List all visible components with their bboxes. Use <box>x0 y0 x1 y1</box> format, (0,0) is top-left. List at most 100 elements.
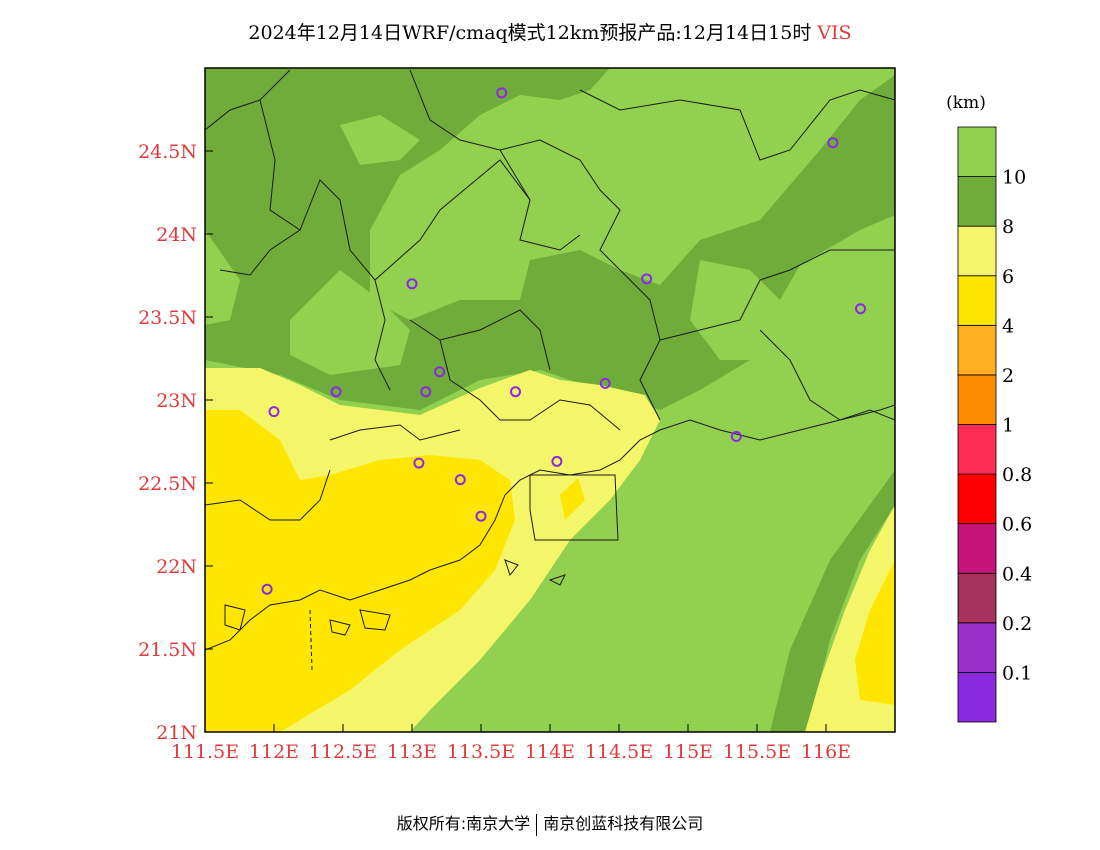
y-tick-label: 21N <box>156 722 197 744</box>
y-tick-label: 23N <box>156 390 197 412</box>
x-tick-label: 115.5E <box>723 741 791 763</box>
station-marker <box>420 386 432 398</box>
x-tick-label: 111.5E <box>171 741 239 763</box>
coast-island <box>548 574 566 586</box>
x-tick-label: 113.5E <box>447 741 515 763</box>
county-border <box>259 99 391 391</box>
map-title: 2024年12月14日WRF/cmaq模式12km预报产品:12月14日15时 V… <box>0 18 1100 45</box>
station-marker <box>475 510 487 522</box>
station-marker <box>599 377 611 389</box>
coast-island <box>329 619 351 636</box>
coast-island <box>359 609 391 631</box>
colorbar-label: 10 <box>1002 167 1026 189</box>
colorbar-label: 0.4 <box>1002 563 1032 585</box>
y-tick-label: 23.5N <box>138 307 197 329</box>
colorbar: 0.1 0.2 0.4 0.6 0.8 1 2 4 6 8 10 <box>957 126 1032 723</box>
county-border <box>579 89 895 161</box>
colorbar-segment <box>957 622 997 673</box>
county-border <box>409 309 551 371</box>
county-border <box>205 69 291 131</box>
station-marker <box>855 303 866 315</box>
copyright-footer: 版权所有:南京大学 南京创蓝科技有限公司 <box>0 810 1100 836</box>
y-tick-label: 22.5N <box>138 473 197 495</box>
county-border <box>499 139 621 271</box>
x-tick-label: 113E <box>387 741 437 763</box>
dashed-boundary <box>309 609 313 671</box>
station-marker <box>510 386 521 398</box>
station-marker <box>434 366 446 378</box>
y-tick-label: 24N <box>156 224 197 246</box>
contour-band-10-island-1 <box>290 270 410 375</box>
colorbar-segment <box>957 473 997 525</box>
station-marker <box>413 457 425 469</box>
colorbar-segment <box>957 374 997 425</box>
colorbar-segment <box>957 275 997 326</box>
colorbar-segment <box>957 324 997 376</box>
contour-band-4-6 <box>205 410 515 732</box>
x-axis: 111.5E 112E 112.5E 113E 113.5E 114E 114.5E 115E… <box>171 724 851 763</box>
contour-band-10-island-6 <box>800 250 895 420</box>
footer-owner: 版权所有:南京大学 <box>396 814 531 833</box>
colorbar-label: 2 <box>1002 365 1014 387</box>
x-tick-label: 114.5E <box>585 741 653 763</box>
station-marker <box>827 137 839 149</box>
contour-band-10-island-4 <box>545 190 590 240</box>
station-marker <box>641 273 653 285</box>
colorbar-segment <box>957 176 997 227</box>
colorbar-label: 0.2 <box>1002 613 1032 635</box>
x-tick-label: 116E <box>801 741 851 763</box>
y-tick-label: 21.5N <box>138 639 197 661</box>
colorbar-segment <box>957 225 997 277</box>
colorbar-segment <box>957 672 997 723</box>
county-border <box>659 249 895 341</box>
station-markers <box>261 87 866 595</box>
contour-band-4-6-east <box>855 560 895 705</box>
station-marker <box>496 87 508 99</box>
y-tick-label: 22N <box>156 556 197 578</box>
colorbar-label: 0.6 <box>1002 514 1032 536</box>
colorbar-label: 8 <box>1002 216 1014 238</box>
colorbar-label: 6 <box>1002 266 1014 288</box>
colorbar-label: 1 <box>1002 415 1014 437</box>
station-marker <box>551 455 563 467</box>
colorbar-segment <box>957 523 997 574</box>
station-marker <box>730 431 742 443</box>
station-marker <box>330 386 342 398</box>
station-marker <box>406 278 418 290</box>
county-border <box>374 159 581 281</box>
coast-island <box>224 604 246 631</box>
map-title-main: 2024年12月14日WRF/cmaq模式12km预报产品:12月14日15时 <box>248 22 812 44</box>
map-plot-area <box>205 68 895 732</box>
border-lines <box>205 69 895 671</box>
county-border <box>205 469 331 521</box>
x-tick-label: 114E <box>525 741 575 763</box>
colorbar-label: 0.1 <box>1002 662 1032 684</box>
city-boundary <box>529 474 619 541</box>
y-axis: 21N 21.5N 22N 22.5N 23N 23.5N 24N 24.5N <box>138 141 213 744</box>
county-border <box>219 229 301 276</box>
station-marker <box>268 406 280 418</box>
x-tick-label: 115E <box>663 741 713 763</box>
contour-band-10-island-2 <box>205 230 240 325</box>
footer-company: 南京创蓝科技有限公司 <box>543 814 704 833</box>
colorbar-unit: (km) <box>946 93 986 113</box>
county-border <box>409 69 531 201</box>
colorbar-label: 4 <box>1002 315 1014 337</box>
station-marker <box>454 474 466 486</box>
x-tick-label: 112.5E <box>309 741 377 763</box>
contour-band-10-island-3 <box>340 115 420 165</box>
map-title-variable: VIS <box>817 22 852 44</box>
colorbar-segment <box>957 126 997 177</box>
y-tick-label: 24.5N <box>138 141 197 163</box>
contour-band-4-6-small <box>560 478 585 520</box>
colorbar-segment <box>957 572 997 624</box>
colorbar-segment <box>957 424 997 475</box>
colorbar-label: 0.8 <box>1002 464 1032 486</box>
coast-island <box>504 559 519 577</box>
x-tick-label: 112E <box>249 741 299 763</box>
contour-band-8-10-east <box>770 470 895 732</box>
county-border <box>329 424 461 441</box>
county-border <box>439 339 621 431</box>
station-marker <box>261 583 273 595</box>
